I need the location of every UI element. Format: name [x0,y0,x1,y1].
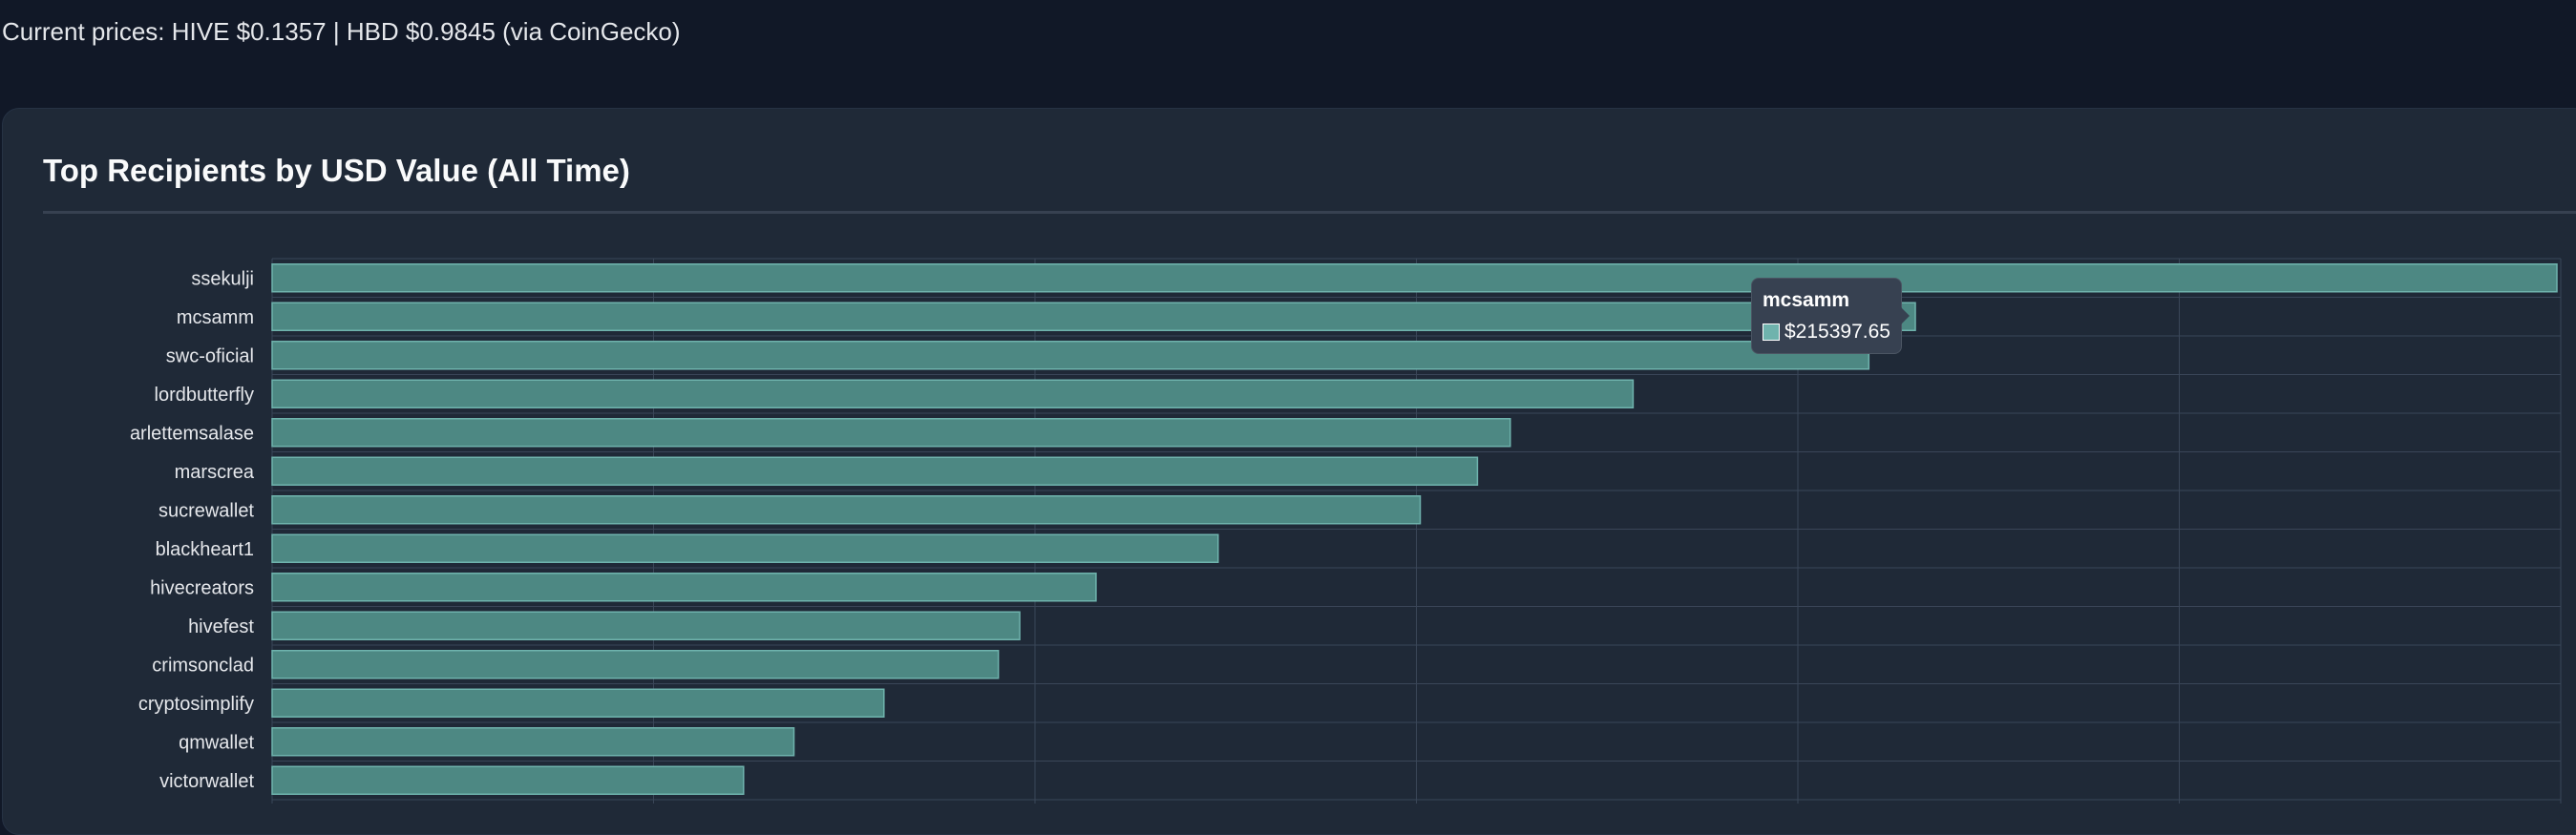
category-label: crimsonclad [152,655,254,676]
tooltip-title: mcsamm [1763,289,1850,311]
bar-mcsamm [271,302,1916,331]
bar-cryptosimplify [271,688,885,718]
chart-tooltip: mcsamm $215397.65 [1751,278,1902,354]
category-label: swc-oficial [166,345,254,366]
bar-hivecreators [271,573,1097,602]
bar-victorwallet [271,765,745,795]
category-label: mcsamm [177,307,254,328]
bar-lordbutterfly [271,379,1635,408]
tooltip-swatch [1763,324,1780,341]
card-divider [43,211,2576,214]
bar-hivefest [271,611,1021,640]
category-label: lordbutterfly [155,385,255,406]
tooltip-value: $215397.65 [1784,321,1890,343]
category-label: sucrewallet [158,500,254,521]
current-prices-text: Current prices: HIVE $0.1357 | HBD $0.98… [2,17,681,46]
category-label: cryptosimplify [138,694,254,715]
bar-arlettemsalase [271,418,1511,448]
category-label: marscrea [175,462,255,483]
bar-marscrea [271,456,1479,486]
category-label: arlettemsalase [130,423,254,444]
card-title: Top Recipients by USD Value (All Time) [43,153,630,188]
category-label: blackheart1 [156,539,254,560]
category-label: victorwallet [159,771,254,792]
category-label: hivefest [188,616,254,637]
bar-swc-oficial [271,341,1870,370]
bar-qmwallet [271,727,795,757]
category-label: qmwallet [179,732,254,753]
category-label: ssekulji [191,268,254,289]
bar-blackheart1 [271,533,1219,563]
bar-crimsonclad [271,650,1000,679]
bar-ssekulji [271,263,2558,293]
recipients-bar-chart: ssekulji mcsamm swc-oficial lordbutterfly ar… [130,258,2562,804]
category-label: hivecreators [150,577,254,598]
tooltip-caret [1901,307,1910,324]
bar-sucrewallet [271,495,1422,525]
